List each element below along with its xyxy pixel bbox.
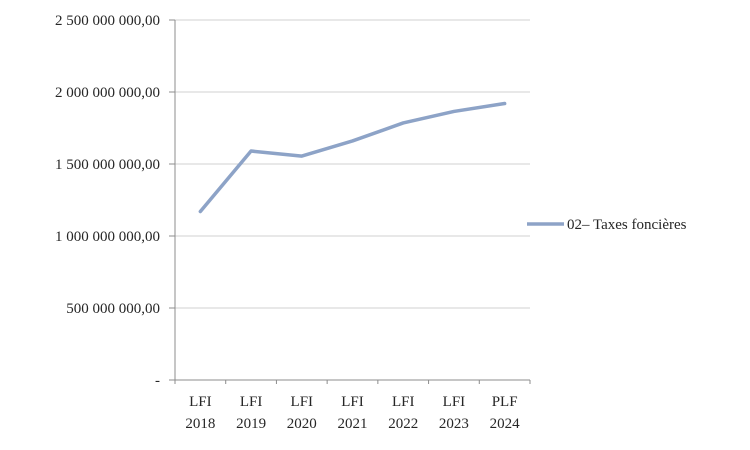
y-tick-label: 1 500 000 000,00	[55, 157, 160, 173]
series-group	[198, 101, 507, 214]
y-tick-label: 2 500 000 000,00	[55, 13, 160, 29]
x-tick-label-line2: 2018	[185, 416, 215, 432]
x-tick-label-line2: 2024	[490, 416, 521, 432]
x-tick-label-line1: LFI	[291, 394, 314, 410]
x-tick-label-line2: 2021	[338, 416, 368, 432]
y-tick-label: 500 000 000,00	[66, 301, 160, 317]
x-tick-label-line2: 2023	[439, 416, 469, 432]
x-tick-label-line1: LFI	[240, 394, 263, 410]
y-axis: - 500 000 000,00 1 000 000 000,00 1 500 000…	[55, 13, 176, 389]
x-tick-label-line1: LFI	[392, 394, 415, 410]
x-tick-label-line2: 2019	[236, 416, 266, 432]
x-tick-label-line1: LFI	[443, 394, 466, 410]
y-tick-label: 1 000 000 000,00	[55, 229, 160, 245]
legend: 02– Taxes foncières	[527, 217, 687, 233]
x-tick-label-line2: 2022	[388, 416, 418, 432]
y-tick-label: -	[155, 373, 160, 389]
x-tick-label-line1: LFI	[341, 394, 364, 410]
x-tick-label-line1: LFI	[189, 394, 212, 410]
data-line	[198, 101, 507, 214]
x-tick-label-line2: 2020	[287, 416, 317, 432]
y-tick-label: 2 000 000 000,00	[55, 85, 160, 101]
gridlines	[175, 19, 530, 309]
x-tick-label-line1: PLF	[492, 394, 518, 410]
x-axis: LFI 2018 LFI 2019 LFI 2020 LFI 2021 LFI 2022 LFI 20…	[174, 379, 531, 432]
legend-label: 02– Taxes foncières	[567, 217, 687, 233]
